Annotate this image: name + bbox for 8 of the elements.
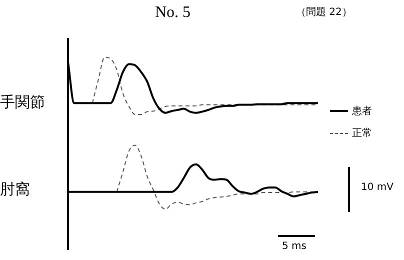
legend-label: 患者	[352, 104, 372, 118]
y-axis-title: 肘窩	[0, 180, 30, 199]
legend-label: 正常	[352, 126, 372, 140]
text: 10 mV	[361, 182, 394, 193]
chart-subtitle: （問題 22）	[296, 6, 352, 19]
chart-title: No. 5	[155, 4, 191, 22]
text: 5 ms	[282, 241, 306, 252]
y-axis-title: 手関節	[0, 93, 45, 112]
